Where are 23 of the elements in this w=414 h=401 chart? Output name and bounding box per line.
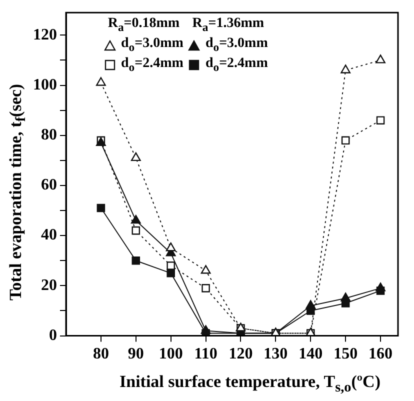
legend-label: d$_{o}$=3.0mm [121,36,184,56]
x-tick-label: 80 [92,346,109,363]
x-tick-label: 110 [194,346,218,363]
y-tick-label: 20 [41,276,57,294]
x-tick-label: 120 [228,346,253,363]
x-tick-label: 130 [264,346,288,363]
x-tick-label: 140 [298,346,323,363]
y-tick-label: 80 [41,126,57,144]
y-tick-label: 60 [41,176,57,194]
x-tick-label: 90 [128,346,144,363]
y-tick-label: 120 [33,26,57,44]
legend-label: d$_{o}$=2.4mm [121,56,184,76]
y-tick-label: 0 [49,326,57,344]
x-tick-label: 150 [334,346,358,363]
legend-label: d$_{o}$=3.0mm [205,36,268,56]
annotation: R$_{a}$=1.36mm [191,16,266,36]
x-tick-label: 160 [368,346,393,363]
y-tick-label: 100 [33,76,57,94]
legend-label: d$_{o}$=2.4mm [205,56,268,76]
x-axis-title: Initial surface temperature, T$_{s,o}$(ºC) [118,372,382,396]
annotation: R$_{a}$=0.18mm [106,16,181,36]
x-tick-label: 100 [158,346,183,363]
y-tick-label: 40 [41,226,57,244]
